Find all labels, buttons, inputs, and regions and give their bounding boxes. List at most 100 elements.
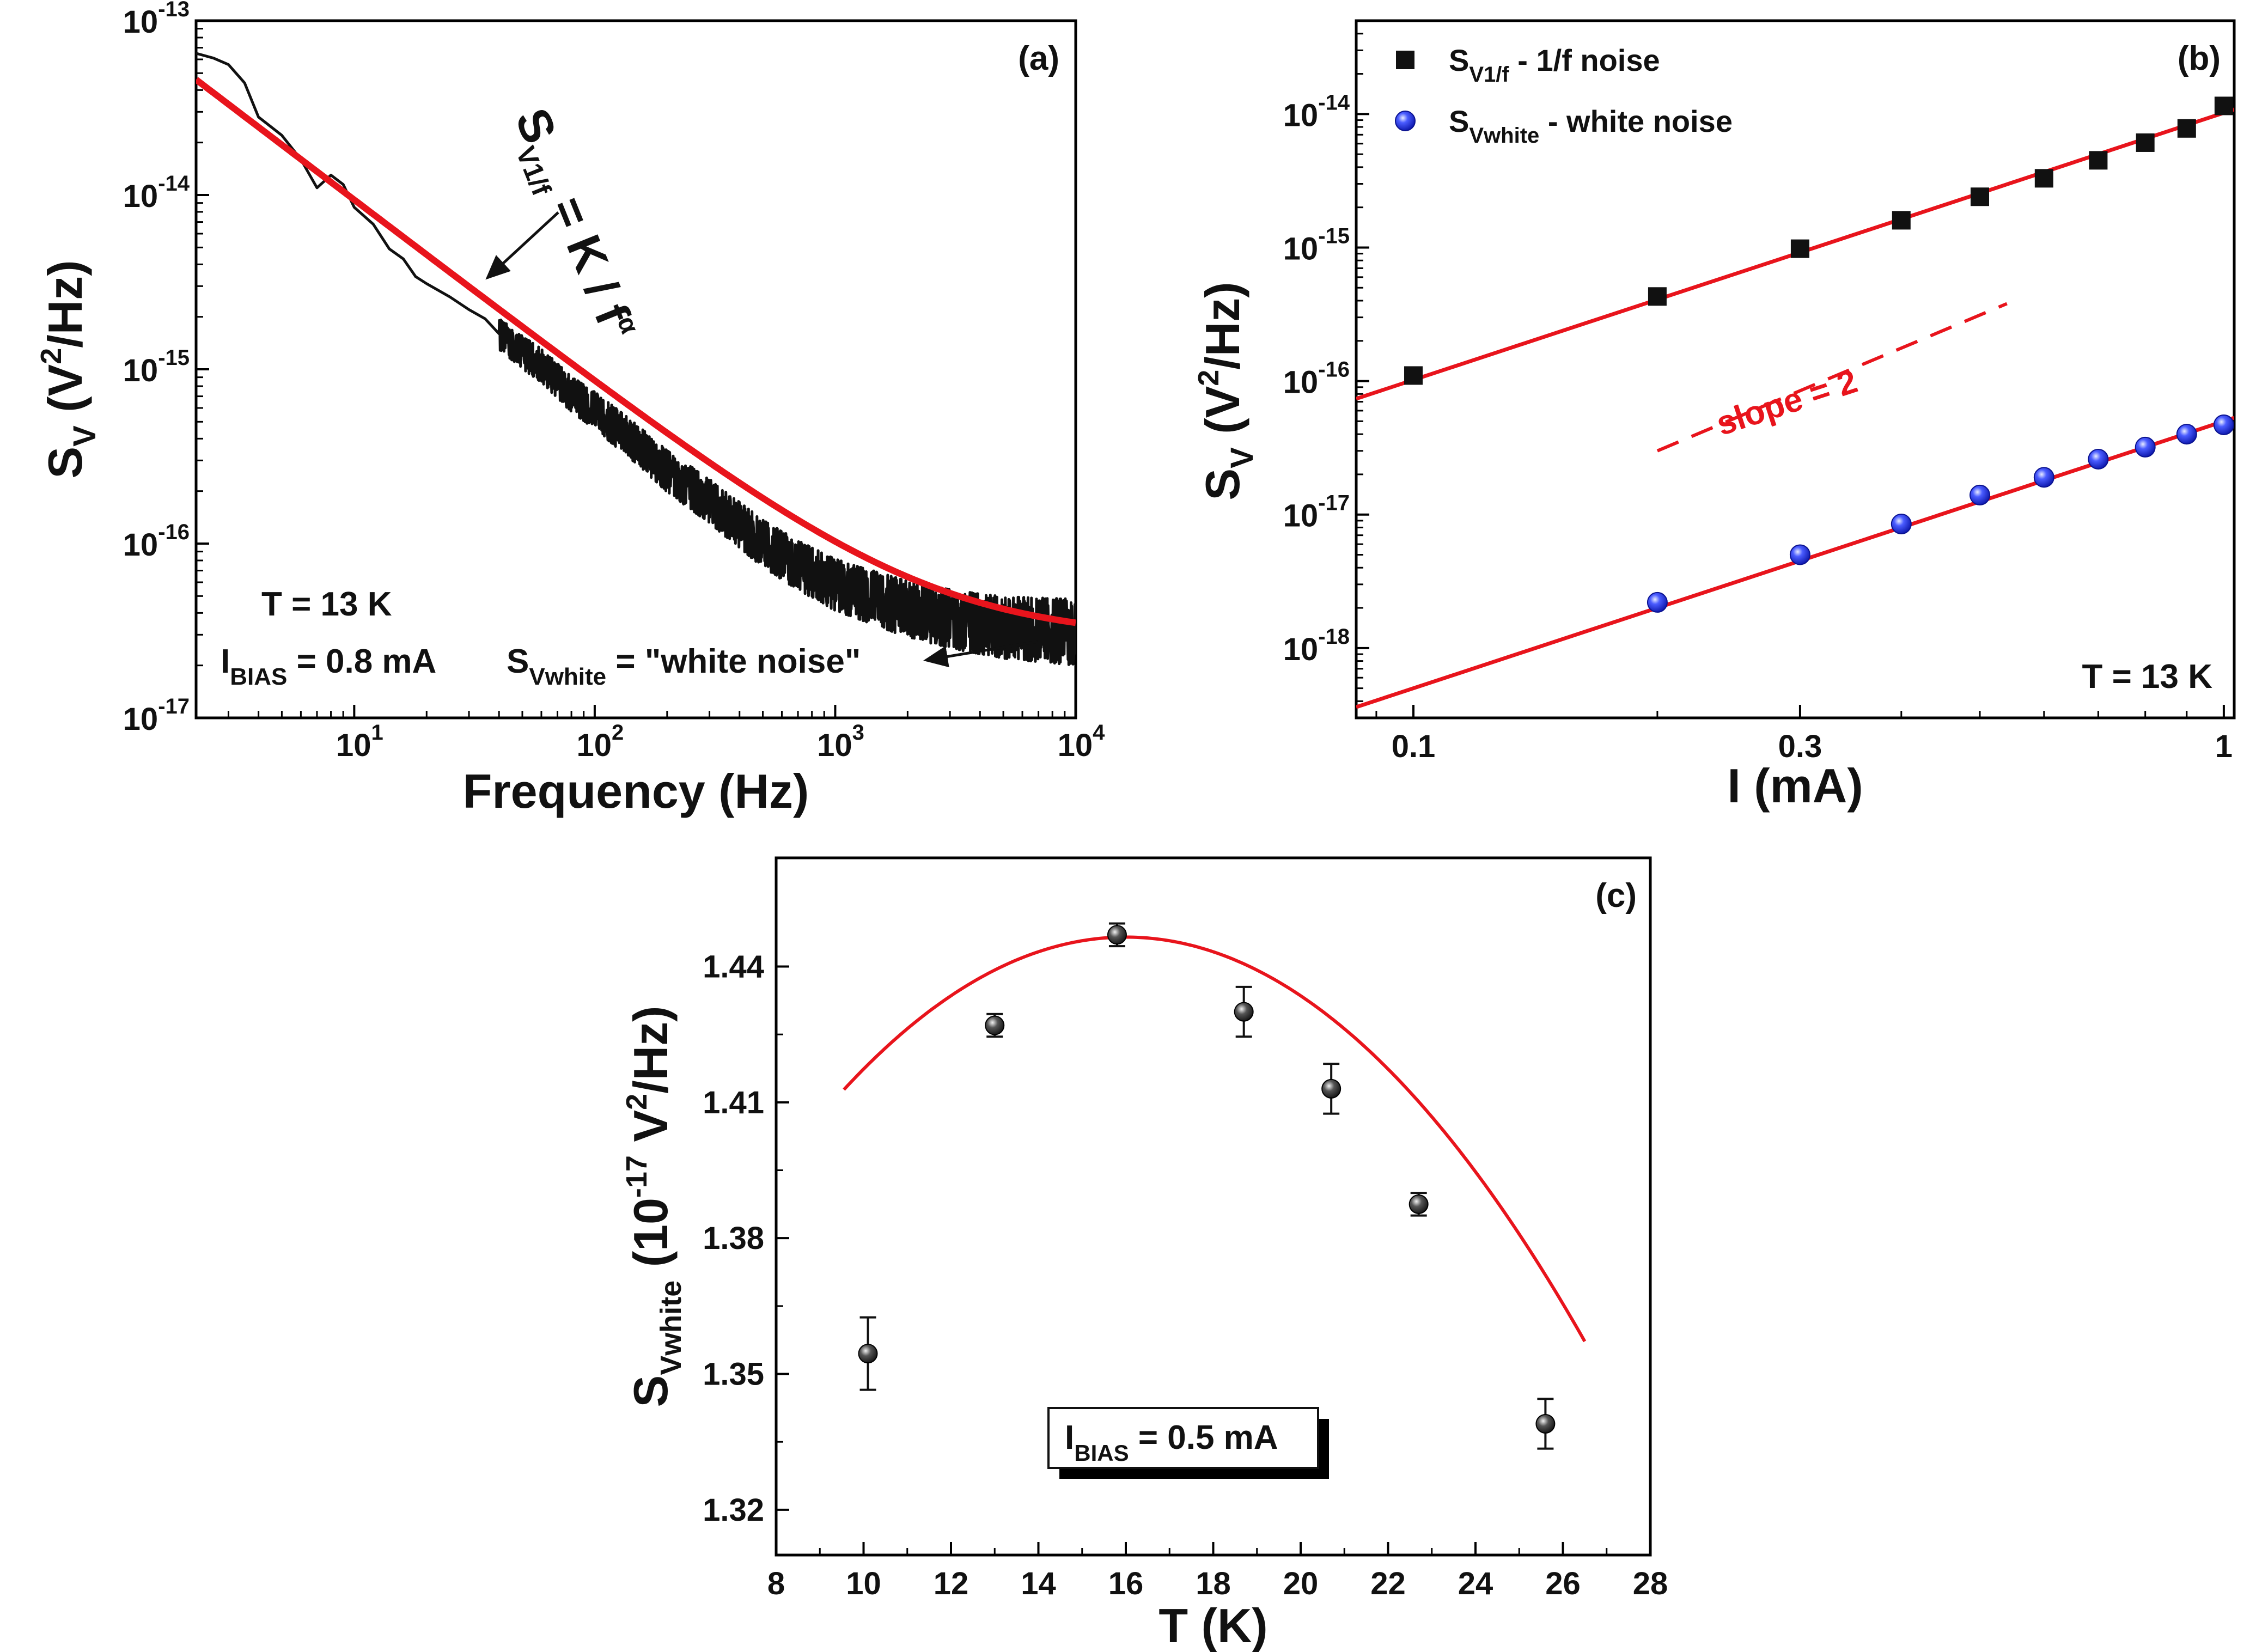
panel-b-1f-noise-point bbox=[1404, 366, 1423, 385]
panel-c-data-point bbox=[1321, 1078, 1342, 1099]
panel-a-x-tick-label-exponent: 3 bbox=[852, 721, 864, 745]
panel-a-x-tick-label-exponent: 4 bbox=[1093, 721, 1105, 745]
panel-b-legend-entry-1: SV1/f - 1/f noise bbox=[1449, 43, 1660, 87]
panel-b-y-tick-label-exponent: -17 bbox=[1318, 491, 1350, 515]
panel-a-y-tick-label-base: 10 bbox=[123, 179, 158, 214]
panel-a-y-tick-label-exponent: -15 bbox=[158, 346, 190, 370]
panel-b-y-tick-label-base: 10 bbox=[1283, 365, 1319, 400]
panel-c-x-tick-label: 26 bbox=[1545, 1566, 1581, 1601]
panel-c-bias-box bbox=[1047, 1407, 1319, 1469]
panel-c-y-label-unit-rest: /Hz) bbox=[624, 1006, 678, 1094]
panel-b-y-tick-label: 10-16 bbox=[1283, 358, 1350, 400]
panel-a-white-noise-annotation: SVwhite = "white noise" bbox=[507, 643, 861, 690]
panel-a-label: (a) bbox=[1018, 40, 1059, 77]
panel-a-y-tick-label-exponent: -17 bbox=[158, 694, 190, 718]
panel-a-bias-value: = 0.8 mA bbox=[287, 643, 436, 680]
panel-c-x-tick-label: 20 bbox=[1283, 1566, 1319, 1601]
panel-a-y-tick-label: 10-16 bbox=[123, 520, 190, 563]
panel-c-x-tick-label: 8 bbox=[767, 1566, 785, 1601]
panel-b-y-label-unit-rest: /Hz) bbox=[1196, 282, 1249, 369]
panel-c-y-tick-label: 1.44 bbox=[703, 949, 764, 984]
panel-a-y-tick-label-base: 10 bbox=[123, 702, 158, 737]
panel-b-1f-noise-point bbox=[2136, 133, 2155, 152]
panel-b-legend-text: - white noise bbox=[1539, 104, 1733, 138]
panel-b-white-noise-point bbox=[2176, 424, 2197, 445]
panel-c-data-point bbox=[1535, 1413, 1556, 1434]
panel-a-white-subscript: Vwhite bbox=[529, 663, 606, 690]
panel-c-x-tick-label: 24 bbox=[1458, 1566, 1493, 1601]
panel-a-x-tick-label-base: 10 bbox=[577, 728, 612, 763]
panel-b-y-label-unit-superscript: 2 bbox=[1192, 370, 1225, 386]
panel-a-y-tick-label: 10-13 bbox=[123, 0, 190, 40]
panel-a-white-symbol: S bbox=[507, 643, 529, 680]
panel-c-temperature-dependence: 8 10 12 14 16 18 20 22 24 26 28 1.32 1.35 1.38 1.41 1.4… bbox=[620, 856, 1668, 1652]
panel-b-y-label-symbol: S bbox=[1196, 468, 1249, 501]
panel-c-y-label-unit: (10 bbox=[624, 1198, 678, 1281]
panel-c-x-tick-label: 18 bbox=[1196, 1566, 1231, 1601]
panel-c-y-label-symbol: S bbox=[624, 1375, 678, 1407]
panel-b-1f-noise-point bbox=[1790, 239, 1809, 258]
panel-b-y-tick-label-exponent: -15 bbox=[1318, 224, 1350, 248]
panel-b-y-tick-label-base: 10 bbox=[1283, 498, 1319, 534]
panel-a-formula-arrow bbox=[485, 211, 559, 280]
panel-b-white-noise-point bbox=[2088, 448, 2109, 470]
panel-a-x-tick-label-exponent: 1 bbox=[371, 721, 383, 745]
panel-a-y-tick-label-base: 10 bbox=[123, 4, 158, 40]
panel-b-legend-square-marker bbox=[1396, 51, 1414, 69]
panel-a-x-tick-label-exponent: 2 bbox=[612, 721, 624, 745]
panel-a-x-tick-label-base: 10 bbox=[817, 728, 852, 763]
panel-b-legend-subscript: V1/f bbox=[1469, 63, 1509, 87]
panel-c-data-point bbox=[1234, 1002, 1254, 1022]
panel-c-fit-curve bbox=[843, 935, 1587, 1343]
panel-b-x-tick-label: 0.1 bbox=[1392, 729, 1436, 764]
panel-a-bias-annotation: IBIAS = 0.8 mA bbox=[221, 643, 436, 690]
panel-b-slope-guide bbox=[1656, 302, 2008, 453]
panel-a-x-tick-label: 101 bbox=[336, 721, 383, 763]
panel-c-y-label-unit-middle: V bbox=[624, 1110, 678, 1155]
panel-b-1f-noise-point bbox=[1892, 211, 1911, 230]
panel-b-white-noise-point bbox=[1789, 544, 1810, 565]
panel-c-data-point bbox=[1408, 1194, 1429, 1214]
panel-b-white-noise-point bbox=[2033, 467, 2054, 488]
panel-b-y-tick-label: 10-17 bbox=[1283, 491, 1350, 534]
panel-a-temperature-annotation: T = 13 K bbox=[261, 586, 392, 623]
panel-b-plot-frame bbox=[1355, 19, 2236, 720]
panel-a-y-label-symbol: S bbox=[38, 447, 92, 479]
panel-a-y-label-unit: (V bbox=[38, 364, 92, 425]
panel-b-legend-subscript: Vwhite bbox=[1469, 124, 1539, 148]
panel-a-y-tick-label-base: 10 bbox=[123, 527, 158, 563]
panel-b-white-noise-point bbox=[2213, 414, 2234, 435]
panel-a-y-tick-label: 10-14 bbox=[123, 172, 190, 214]
panel-b-white-noise-point bbox=[1969, 484, 1991, 505]
panel-b-y-tick-label-exponent: -14 bbox=[1318, 90, 1350, 114]
panel-b-temperature-annotation: T = 13 K bbox=[2082, 658, 2213, 696]
panel-b-legend-symbol: S bbox=[1449, 104, 1469, 138]
panel-a-x-axis-label: Frequency (Hz) bbox=[463, 764, 809, 818]
panel-b-white-noise-point bbox=[2135, 436, 2156, 458]
panel-c-label: (c) bbox=[1595, 877, 1637, 915]
panel-a-white-noise-arrow bbox=[923, 640, 1038, 668]
panel-b-y-tick-label: 10-18 bbox=[1283, 625, 1350, 667]
panel-a-y-tick-label-exponent: -14 bbox=[158, 172, 190, 196]
panel-c-y-label-unit-superscript: -17 bbox=[620, 1155, 653, 1198]
panel-b-x-tick-label: 0.3 bbox=[1778, 729, 1822, 764]
panel-c-bias-annotation: IBIAS = 0.5 mA bbox=[1065, 1419, 1278, 1466]
panel-b-white-noise-point bbox=[1891, 514, 1912, 535]
panel-b-y-label-unit: (V bbox=[1196, 386, 1249, 447]
panel-a-bias-symbol: I bbox=[221, 643, 230, 680]
panel-c-y-tick-label: 1.35 bbox=[703, 1357, 764, 1392]
panel-a-y-tick-label-base: 10 bbox=[123, 353, 158, 388]
panel-c-y-axis-label: SVwhite (10-17 V2/Hz) bbox=[620, 1006, 687, 1407]
panel-b-1f-noise-point bbox=[2177, 119, 2196, 138]
panel-c-data-point bbox=[1107, 925, 1127, 945]
panel-b-1f-noise-point bbox=[1971, 187, 1990, 206]
panel-c-bias-symbol: I bbox=[1065, 1419, 1074, 1456]
panel-b-x-tick-label: 1 bbox=[2215, 729, 2233, 764]
panel-a-y-axis-label: SV (V2/Hz) bbox=[35, 260, 102, 478]
panel-a-x-tick-label-base: 10 bbox=[336, 728, 371, 763]
panel-a-x-tick-label: 104 bbox=[1058, 721, 1106, 763]
panel-b-legend-sphere-marker bbox=[1395, 111, 1416, 131]
panel-c-x-tick-label: 12 bbox=[934, 1566, 969, 1601]
